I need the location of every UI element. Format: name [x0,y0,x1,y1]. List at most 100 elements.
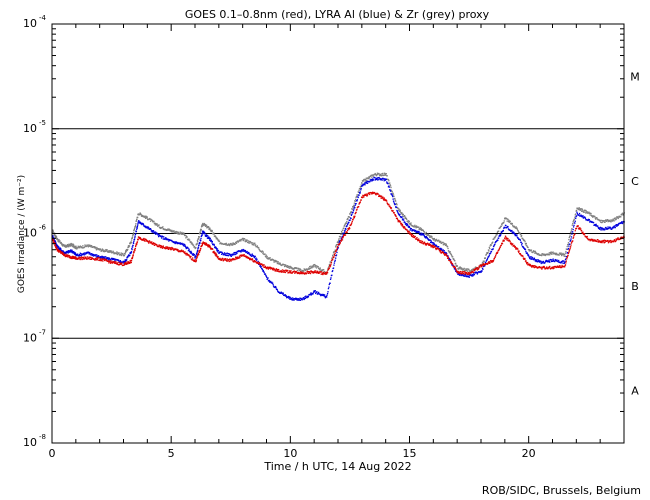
data-point [58,239,60,241]
data-point [209,229,212,231]
data-point [544,253,546,256]
data-point [431,246,433,248]
data-point [197,248,199,250]
data-point [110,250,113,252]
data-point [103,256,105,258]
data-point [147,241,150,243]
data-point [603,228,605,230]
data-point [524,241,526,243]
data-point [294,267,296,269]
data-point [521,242,523,245]
data-point [384,173,386,175]
data-point [452,265,454,267]
data-point [347,222,349,225]
data-point [125,260,127,262]
data-point [104,259,106,262]
data-point [569,231,572,234]
data-point [375,175,378,177]
data-point [415,227,417,229]
data-point [208,236,210,238]
data-point [507,218,509,221]
data-point [77,253,79,255]
data-point [529,258,532,260]
data-point [52,236,54,238]
data-point [202,241,204,243]
data-point [153,231,155,234]
data-point [527,246,529,249]
data-point [358,194,360,196]
data-point [398,214,401,216]
data-point [281,264,283,266]
data-point [95,249,98,251]
data-point [574,233,576,235]
data-point [420,228,422,231]
y-tick-exponent: -8 [39,433,46,441]
data-point [555,252,557,255]
data-point [234,243,236,245]
data-point [352,211,354,213]
data-point [135,220,138,222]
data-point [501,224,503,226]
data-point [82,258,84,260]
data-point [617,224,619,226]
series-goes [52,191,625,276]
data-point [492,248,494,250]
data-point [594,224,596,226]
data-point [86,244,88,246]
data-point [495,253,497,255]
data-point [485,260,487,262]
data-point [331,270,333,273]
data-point [567,247,570,250]
data-point [57,248,59,250]
data-point [456,271,459,273]
data-point [451,264,453,266]
data-point [57,246,59,249]
data-point [476,269,479,271]
data-point [117,261,119,264]
data-point [605,220,607,222]
data-point [378,194,381,196]
data-point [136,228,138,230]
data-point [247,240,250,242]
data-point [498,249,500,252]
data-point [139,221,141,223]
data-point [393,212,396,214]
data-point [447,257,450,259]
data-point [365,177,367,179]
data-point [255,244,257,246]
data-point [401,216,403,218]
data-point [537,261,539,263]
data-point [173,242,176,244]
data-point [86,245,88,247]
data-point [483,260,485,262]
data-point [549,254,551,256]
flare-class-label-a: A [631,385,639,398]
data-point [61,243,64,245]
data-point [197,246,200,248]
data-point [487,251,489,254]
data-point [105,257,107,260]
data-point [225,259,227,261]
data-point [89,244,91,246]
data-point [271,267,273,269]
data-point [69,251,71,253]
data-point [198,237,200,239]
data-point [380,195,383,197]
data-point [326,271,328,273]
data-point [431,235,433,238]
data-point [180,249,183,251]
data-point [467,273,470,275]
data-point [167,238,170,241]
data-point [224,243,227,245]
data-point [447,255,449,257]
data-point [174,242,177,244]
data-point [181,242,183,245]
data-point [578,208,580,211]
data-point [523,258,525,260]
data-point [258,261,261,264]
data-point [384,199,387,202]
data-point [276,262,279,265]
data-point [208,226,210,228]
data-point [76,248,78,250]
data-point [400,212,402,214]
